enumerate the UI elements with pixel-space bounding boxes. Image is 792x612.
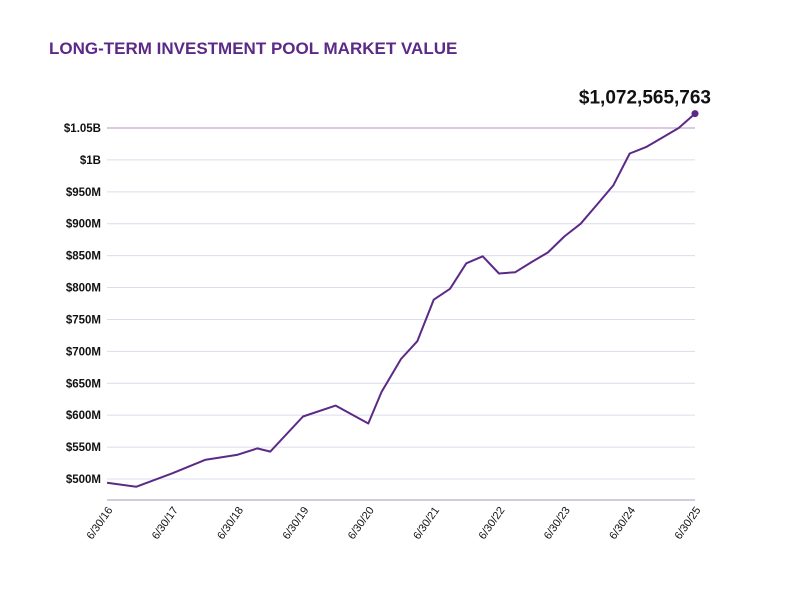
y-tick-label: $950M [66, 187, 101, 199]
x-tick-label: 6/30/21 [411, 505, 442, 542]
y-tick-label: $900M [66, 219, 101, 231]
y-tick-label: $700M [66, 346, 101, 358]
x-tick-label: 6/30/18 [215, 505, 246, 542]
x-tick-label: 6/30/16 [85, 505, 116, 542]
y-tick-label: $600M [66, 410, 101, 422]
y-axis-ticks: $500M $550M $600M $650M $700M $750M $800M $850M… [64, 123, 101, 486]
end-point-marker [691, 110, 699, 118]
y-tick-label: $1.05B [64, 123, 101, 135]
x-tick-label: 6/30/22 [477, 505, 508, 542]
y-tick-label: $850M [66, 251, 101, 263]
end-value-label: $1,072,565,763 [579, 88, 711, 109]
y-tick-label: $800M [66, 283, 101, 295]
grid-lines [107, 127, 695, 480]
y-tick-label: $650M [66, 378, 101, 390]
x-axis-ticks: 6/30/16 6/30/17 6/30/18 6/30/19 6/30/20 6/30/… [85, 505, 704, 542]
x-tick-label: 6/30/24 [607, 505, 638, 542]
x-tick-label: 6/30/17 [150, 505, 181, 542]
y-tick-label: $500M [66, 474, 101, 486]
y-tick-label: $550M [66, 442, 101, 454]
chart-title: LONG-TERM INVESTMENT POOL MARKET VALUE [49, 39, 457, 58]
x-tick-label: 6/30/23 [542, 505, 573, 542]
x-tick-label: 6/30/25 [673, 505, 704, 542]
x-tick-label: 6/30/20 [346, 505, 377, 542]
y-tick-label: $1B [80, 155, 101, 167]
series-line-market-value [106, 112, 696, 488]
x-tick-label: 6/30/19 [281, 505, 312, 542]
y-tick-label: $750M [66, 314, 101, 326]
